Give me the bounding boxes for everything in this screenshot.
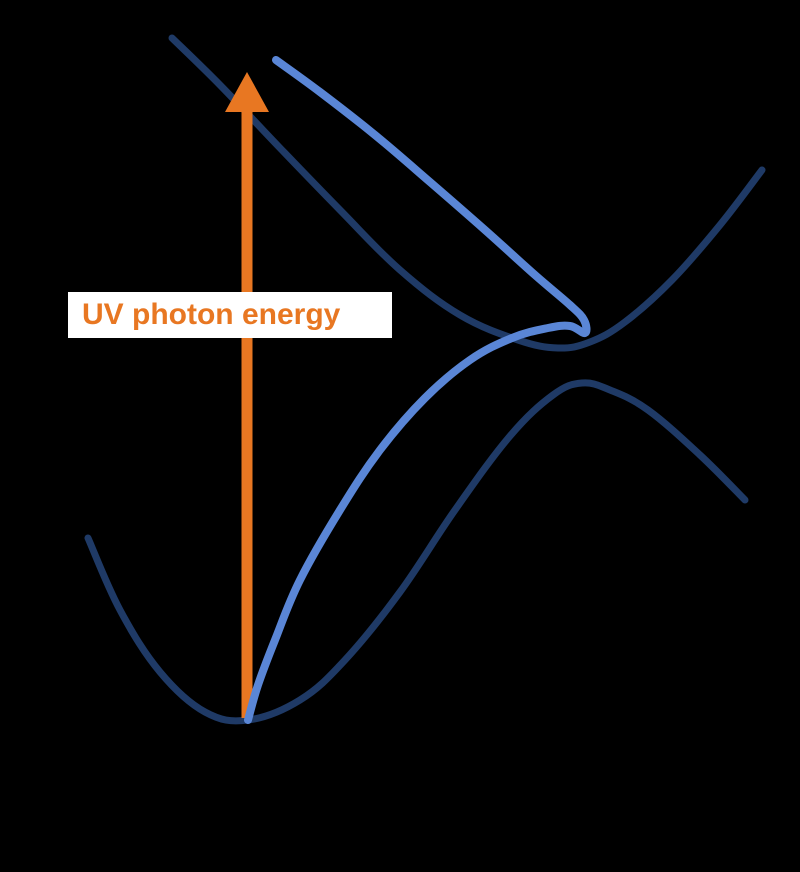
energy-diagram-svg	[0, 0, 800, 872]
diagram-stage: UV photon energy	[0, 0, 800, 872]
trajectory-curve	[248, 60, 587, 720]
uv-photon-energy-label: UV photon energy	[68, 292, 392, 338]
ground-state-curve	[88, 383, 745, 721]
uv-photon-arrow	[225, 72, 269, 718]
